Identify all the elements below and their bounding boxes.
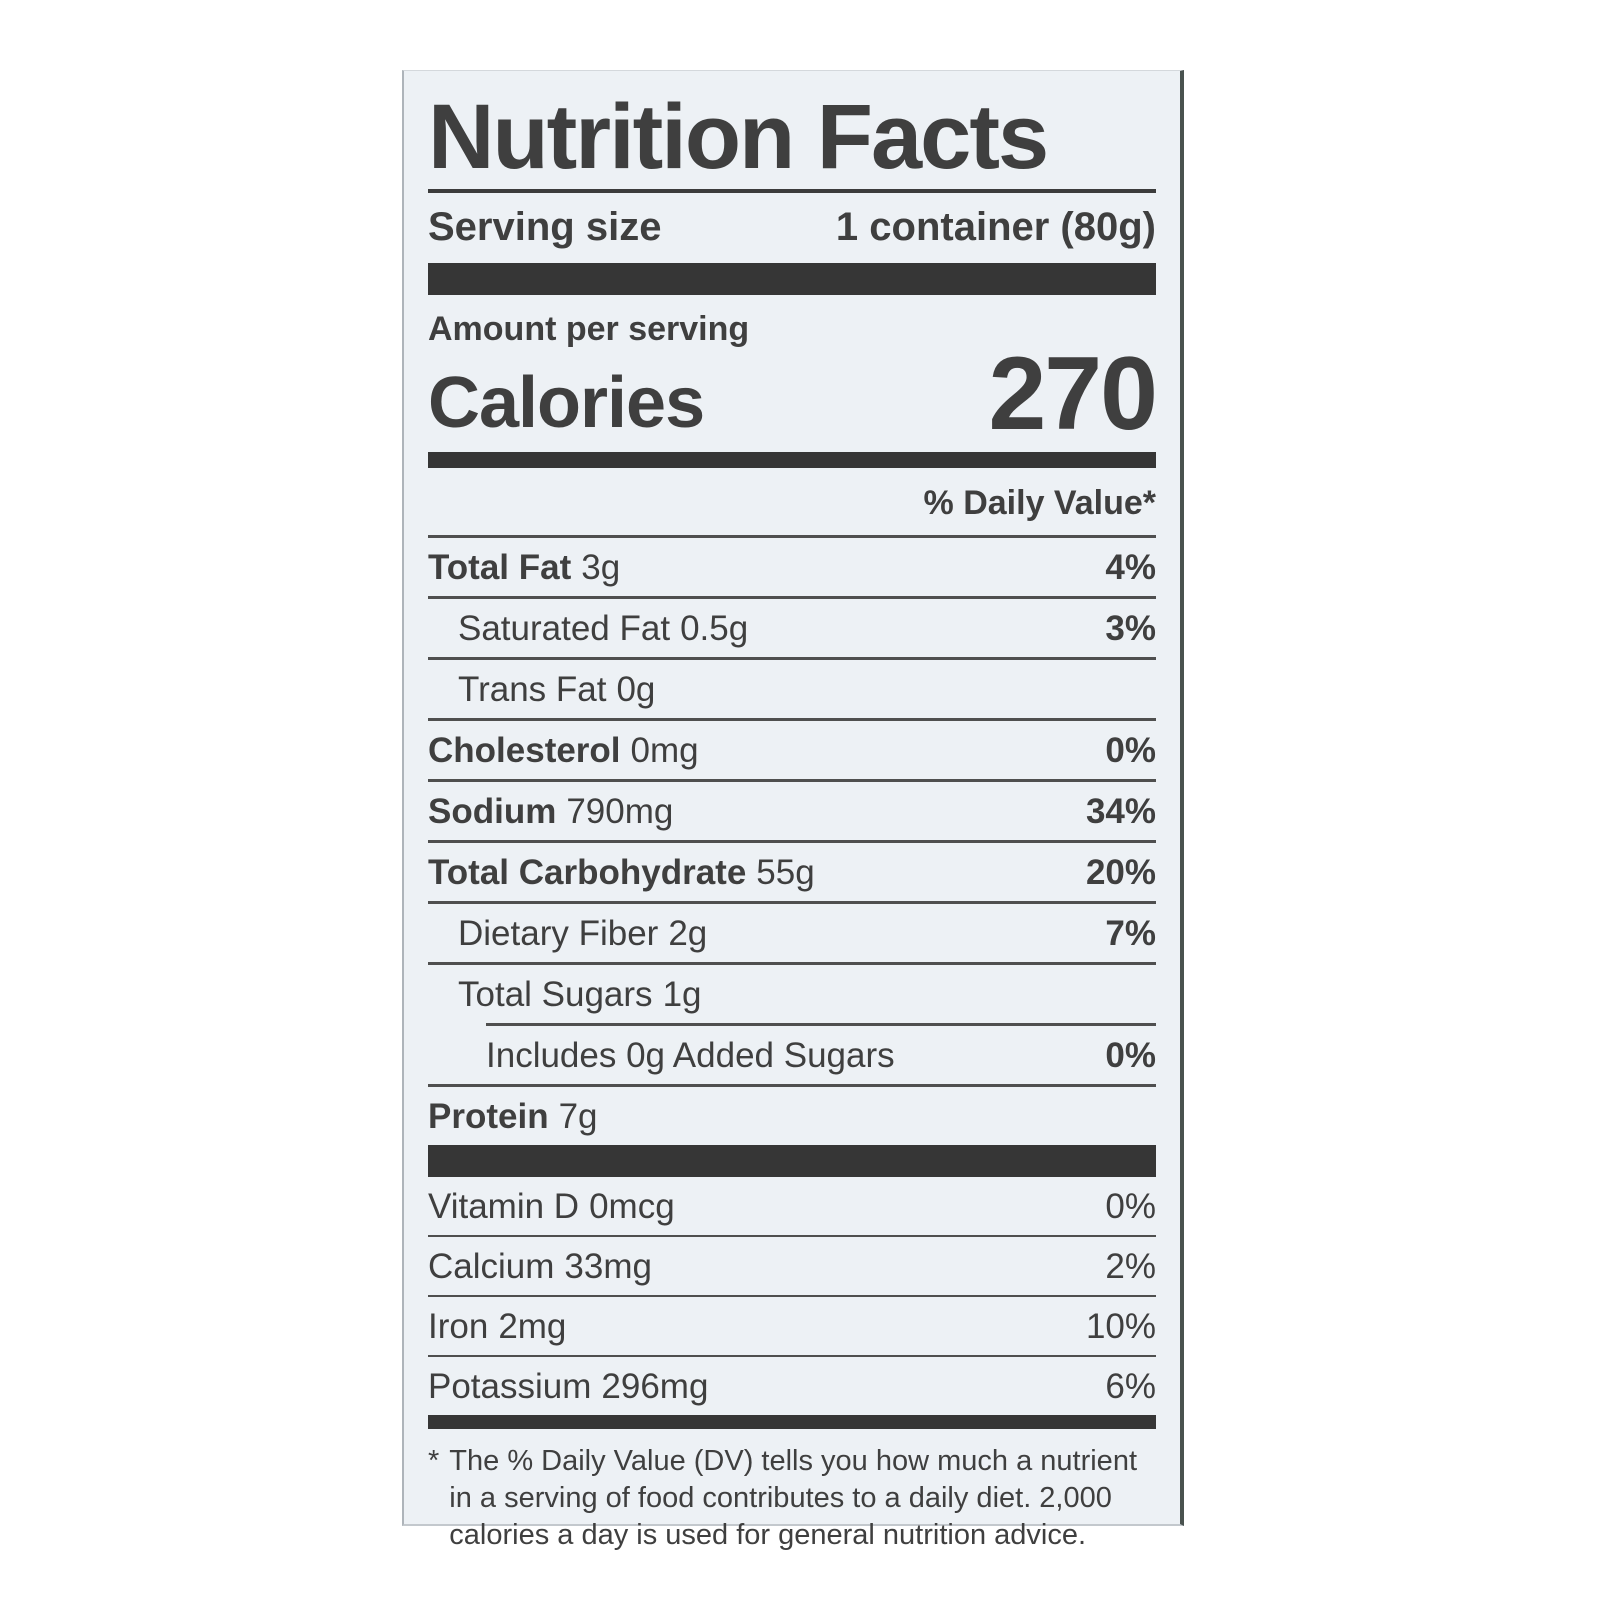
footnote-asterisk: * xyxy=(428,1444,440,1477)
dv-value: 2% xyxy=(1105,1246,1156,1286)
dv-value: 7% xyxy=(1105,913,1156,953)
micronutrient-row-iron: Iron 2mg 10% xyxy=(428,1294,1156,1355)
micronutrient-row-vitamin-d: Vitamin D 0mcg 0% xyxy=(428,1186,1156,1226)
nutrient-row-sodium: Sodium 790mg 34% xyxy=(428,778,1156,840)
nutrient-row-trans-fat: Trans Fat 0g xyxy=(428,656,1156,718)
calories-label: Calories xyxy=(428,363,705,444)
divider-bottom xyxy=(428,1414,1156,1429)
micronutrient-row-calcium: Calcium 33mg 2% xyxy=(428,1234,1156,1295)
calories-value: 270 xyxy=(988,336,1158,453)
nutrient-row-saturated-fat: Saturated Fat 0.5g 3% xyxy=(428,595,1156,657)
serving-size-label: Serving size xyxy=(428,205,662,249)
serving-size-value: 1 container (80g) xyxy=(835,205,1156,249)
divider-thick-top xyxy=(428,263,1156,295)
nutrient-row-dietary-fiber: Dietary Fiber 2g 7% xyxy=(428,900,1156,962)
amount-per-serving-label: Amount per serving xyxy=(428,310,750,348)
nutrient-row-total-fat: Total Fat 3g 4% xyxy=(428,534,1156,596)
divider-medium-calories xyxy=(428,451,1156,468)
daily-value-header: % Daily Value* xyxy=(923,483,1156,522)
dv-value: 4% xyxy=(1105,547,1156,587)
footnote-text: The % Daily Value (DV) tells you how muc… xyxy=(449,1444,1137,1551)
dv-value: 34% xyxy=(1085,791,1156,831)
nutrient-row-added-sugars: Includes 0g Added Sugars 0% xyxy=(486,1022,1156,1084)
title-divider xyxy=(428,189,1156,193)
nutrient-row-cholesterol: Cholesterol 0mg 0% xyxy=(428,717,1156,779)
dv-value: 10% xyxy=(1085,1306,1156,1346)
nutrient-row-protein: Protein 7g xyxy=(428,1083,1156,1145)
dv-value: 6% xyxy=(1105,1366,1156,1406)
nutrient-rows: Total Fat 3g 4% Saturated Fat 0.5g 3% Tran… xyxy=(428,534,1156,1145)
divider-thick-middle xyxy=(428,1144,1156,1177)
calories-row: Calories 270 xyxy=(428,336,1158,453)
dv-value: 0% xyxy=(1105,730,1156,770)
dv-value: 20% xyxy=(1085,852,1156,892)
daily-value-footnote: * The % Daily Value (DV) tells you how m… xyxy=(428,1443,1156,1554)
micronutrient-rows: Vitamin D 0mcg 0% Calcium 33mg 2% Iron 2mg … xyxy=(428,1177,1156,1415)
dv-value: 3% xyxy=(1105,608,1156,648)
dv-value: 0% xyxy=(1105,1035,1156,1075)
micronutrient-row-potassium: Potassium 296mg 6% xyxy=(428,1354,1156,1415)
dv-value: 0% xyxy=(1105,1186,1156,1226)
label-title: Nutrition Facts xyxy=(428,86,1049,188)
serving-size-row: Serving size 1 container (80g) xyxy=(428,203,1156,263)
nutrient-row-total-sugars: Total Sugars 1g xyxy=(428,961,1156,1023)
nutrition-facts-label: Nutrition Facts Serving size 1 container… xyxy=(402,70,1184,1551)
nutrient-row-total-carbohydrate: Total Carbohydrate 55g 20% xyxy=(428,839,1156,901)
